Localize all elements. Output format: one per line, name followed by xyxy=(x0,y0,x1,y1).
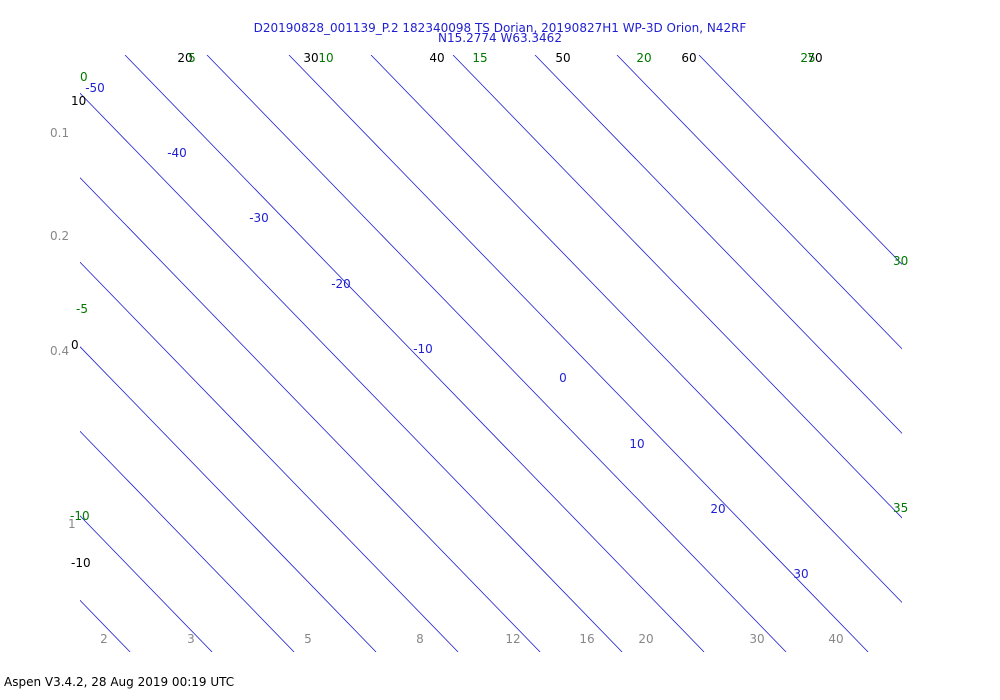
isotherm-line xyxy=(370,55,902,603)
isotherm-label: -40 xyxy=(167,146,187,160)
theta-label: 10 xyxy=(71,94,86,108)
isotherm-line xyxy=(80,346,377,652)
isotherm-line xyxy=(124,55,705,652)
isotherm-label: 0 xyxy=(559,371,567,385)
mixing-ratio-label: 5 xyxy=(304,632,312,646)
isotherm-label: -30 xyxy=(249,211,269,225)
isotherm-label: 10 xyxy=(629,437,644,451)
isotherm-label: 20 xyxy=(710,502,725,516)
isotherm-line xyxy=(288,55,869,652)
theta-label: 0 xyxy=(71,338,79,352)
mixing-ratio-label: 2 xyxy=(100,632,108,646)
isotherm-label: -10 xyxy=(413,342,433,356)
theta-label: 60 xyxy=(681,51,696,65)
thetae-label: 20 xyxy=(636,51,651,65)
thetae-label: -10 xyxy=(70,509,90,523)
software-footer: Aspen V3.4.2, 28 Aug 2019 00:19 UTC xyxy=(4,675,235,689)
isotherm-label: 30 xyxy=(793,567,808,581)
theta-label: 50 xyxy=(555,51,570,65)
thetae-label: 0 xyxy=(80,70,88,84)
mixing-ratio-label: 3 xyxy=(187,632,195,646)
isotherm-line xyxy=(80,430,295,652)
mixing-ratio-label: 0.1 xyxy=(50,126,69,140)
thetae-label: 30 xyxy=(893,254,908,268)
theta-label: -10 xyxy=(71,556,91,570)
theta-label: 40 xyxy=(429,51,444,65)
isotherm-line xyxy=(80,261,459,652)
isotherm-line xyxy=(698,55,902,265)
isotherm-line xyxy=(616,55,902,350)
thetae-label: -5 xyxy=(76,302,88,316)
thetae-label: 10 xyxy=(318,51,333,65)
isotherm-label: -20 xyxy=(331,277,351,291)
theta-label: 70 xyxy=(807,51,822,65)
axis-labels: 4005006007008009001000-50-40-30-20-10010… xyxy=(50,51,908,646)
isotherm-line xyxy=(534,55,902,434)
mixing-ratio-label: 16 xyxy=(579,632,594,646)
theta-label: 20 xyxy=(177,51,192,65)
mixing-ratio-label: 12 xyxy=(505,632,520,646)
mixing-ratio-label: 0.2 xyxy=(50,229,69,243)
thetae-label: 35 xyxy=(893,501,908,515)
theta-label: 30 xyxy=(303,51,318,65)
thetae-label: 25 xyxy=(800,51,815,65)
grid-lines xyxy=(0,55,902,652)
isotherm-line xyxy=(206,55,787,652)
chart-subtitle: N15.2774 W63.3462 xyxy=(438,31,562,45)
mixing-ratio-label: 30 xyxy=(749,632,764,646)
thetae-label: 15 xyxy=(472,51,487,65)
isotherm-line xyxy=(452,55,902,519)
mixing-ratio-label: 40 xyxy=(828,632,843,646)
mixing-ratio-label: 20 xyxy=(638,632,653,646)
mixing-ratio-label: 8 xyxy=(416,632,424,646)
thetae-label: 5 xyxy=(188,51,196,65)
mixing-ratio-label: 0.4 xyxy=(50,344,69,358)
chart-title: D20190828_001139_P.2 182340098 TS Dorian… xyxy=(253,21,747,35)
isotherm-label: -50 xyxy=(85,81,105,95)
isotherm-line xyxy=(0,55,48,652)
isotherm-line xyxy=(80,92,623,652)
mixing-ratio-label: 1 xyxy=(68,517,76,531)
isotherm-line xyxy=(80,177,541,652)
isotherm-line xyxy=(80,515,213,652)
